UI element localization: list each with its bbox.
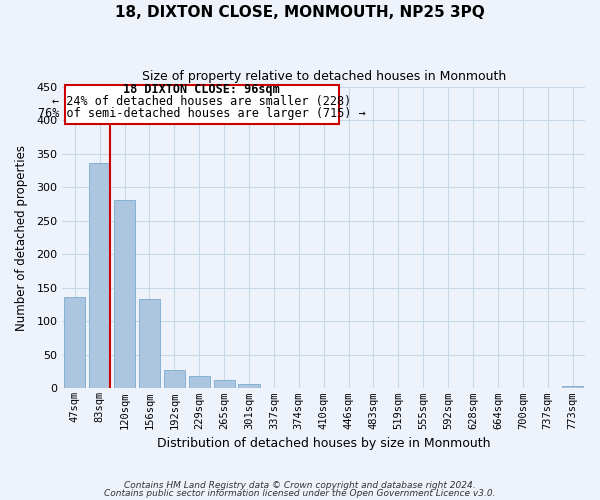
Bar bbox=[562, 386, 583, 388]
Text: ← 24% of detached houses are smaller (228): ← 24% of detached houses are smaller (22… bbox=[52, 95, 352, 108]
Bar bbox=[139, 300, 160, 388]
Text: Contains HM Land Registry data © Crown copyright and database right 2024.: Contains HM Land Registry data © Crown c… bbox=[124, 481, 476, 490]
Bar bbox=[114, 200, 135, 388]
Text: 76% of semi-detached houses are larger (715) →: 76% of semi-detached houses are larger (… bbox=[38, 107, 365, 120]
Text: Contains public sector information licensed under the Open Government Licence v3: Contains public sector information licen… bbox=[104, 488, 496, 498]
Y-axis label: Number of detached properties: Number of detached properties bbox=[15, 144, 28, 330]
Bar bbox=[188, 376, 210, 388]
X-axis label: Distribution of detached houses by size in Monmouth: Distribution of detached houses by size … bbox=[157, 437, 490, 450]
Bar bbox=[64, 298, 85, 388]
Title: Size of property relative to detached houses in Monmouth: Size of property relative to detached ho… bbox=[142, 70, 506, 83]
Bar bbox=[164, 370, 185, 388]
Bar bbox=[89, 162, 110, 388]
Text: 18, DIXTON CLOSE, MONMOUTH, NP25 3PQ: 18, DIXTON CLOSE, MONMOUTH, NP25 3PQ bbox=[115, 5, 485, 20]
FancyBboxPatch shape bbox=[65, 85, 338, 124]
Bar bbox=[214, 380, 235, 388]
Bar bbox=[238, 384, 260, 388]
Text: 18 DIXTON CLOSE: 96sqm: 18 DIXTON CLOSE: 96sqm bbox=[124, 83, 280, 96]
